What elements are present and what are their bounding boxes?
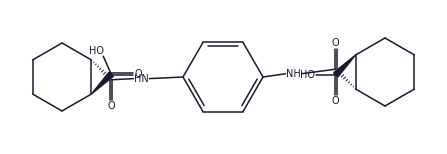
Text: HO: HO <box>300 70 315 80</box>
Text: O: O <box>332 38 340 48</box>
Text: NH: NH <box>286 69 301 79</box>
Text: HO: HO <box>89 46 104 56</box>
Polygon shape <box>333 55 355 77</box>
Text: O: O <box>135 69 142 79</box>
Text: O: O <box>107 101 115 111</box>
Text: O: O <box>332 96 340 106</box>
Polygon shape <box>92 72 114 94</box>
Text: HN: HN <box>134 74 149 84</box>
